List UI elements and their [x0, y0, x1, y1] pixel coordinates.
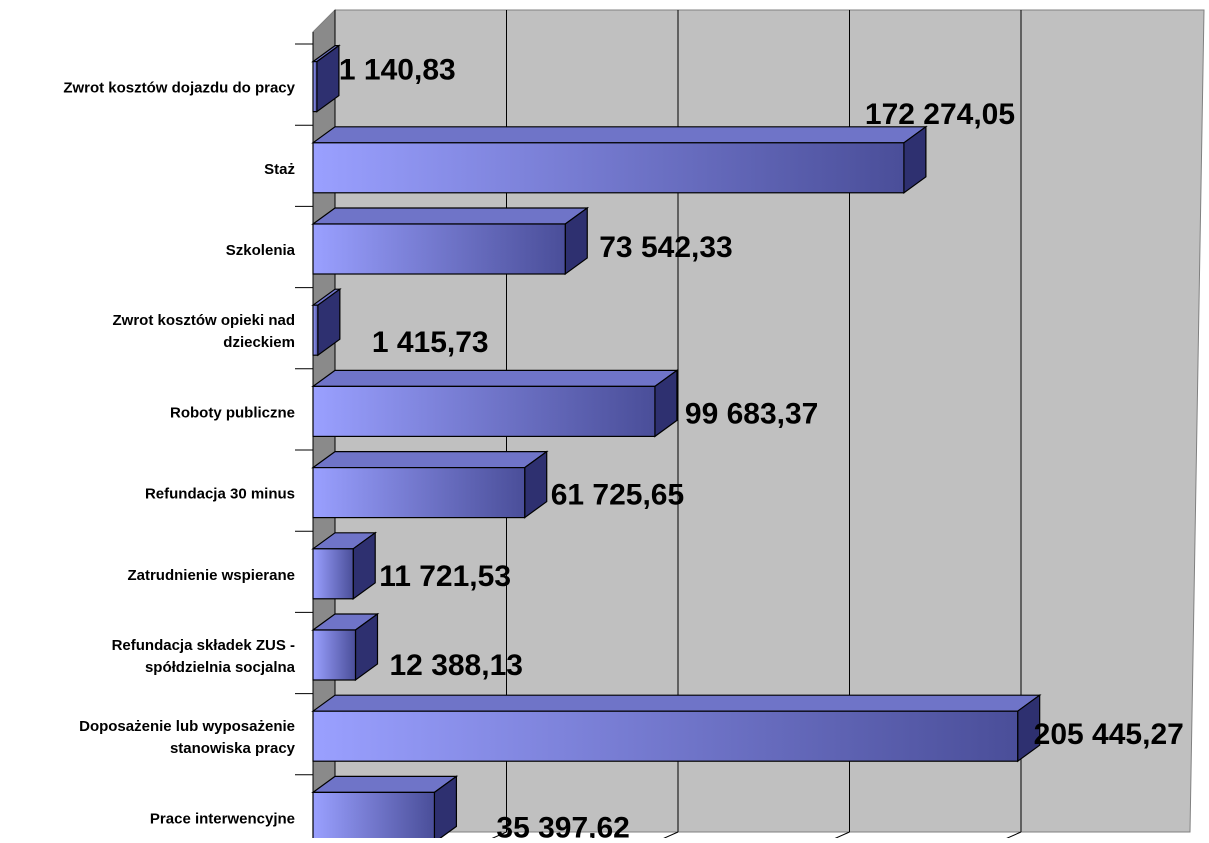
category-label-line: spółdzielnia socjalna [145, 659, 296, 676]
bar [311, 775, 459, 843]
bar-front-face [312, 223, 566, 275]
bar-value-label: 1 415,73 [372, 326, 489, 359]
bars [311, 44, 1042, 843]
bar [311, 531, 378, 600]
bar [311, 694, 1042, 763]
category-label: Zwrot kosztów opieki nad dzieckiem [112, 312, 295, 351]
bar-top-face [311, 775, 459, 794]
bar-front-face [312, 548, 354, 600]
gridline-depth [659, 831, 679, 841]
bar-value-label: 12 388,13 [389, 649, 522, 682]
bar-top-face [311, 126, 928, 144]
bar-value-label: 35 397,62 [496, 811, 629, 838]
category-label-line: Refundacja składek ZUS - [112, 637, 295, 654]
category-label: Szkolenia [226, 242, 296, 259]
bar-top-face [311, 451, 549, 469]
category-label: Roboty publiczne [170, 404, 295, 421]
bar-top-face [311, 694, 1042, 712]
bar-value-label: 11 721,53 [379, 560, 511, 593]
category-label-line: Staż [264, 161, 295, 178]
bar-top-face [311, 207, 590, 225]
category-label-line: Doposażenie lub wyposażenie [79, 718, 295, 735]
gridline-depth [831, 831, 850, 841]
category-axis [295, 32, 314, 838]
bar [311, 206, 590, 276]
category-label: Zwrot kosztów dojazdu do pracy [63, 80, 295, 97]
category-label: Refundacja 30 minus [145, 486, 295, 503]
category-label-line: Prace interwencyjne [150, 810, 295, 827]
bar-front-face [312, 304, 319, 356]
bar-front-face [312, 791, 436, 843]
bar [311, 125, 928, 194]
bar-value-label: 61 725,65 [551, 479, 684, 512]
category-label: Doposażenie lub wyposażenie stanowiska pr… [79, 718, 296, 757]
bar-value-label: 73 542,33 [599, 231, 732, 264]
bar-value-label: 205 445,27 [1034, 718, 1184, 751]
category-label-line: Roboty publiczne [170, 404, 295, 421]
gridline-depth [1002, 831, 1022, 841]
category-label: Staż [264, 161, 295, 178]
bar [311, 288, 342, 357]
category-label-line: Szkolenia [226, 242, 296, 259]
category-label: Prace interwencyjne [150, 810, 295, 827]
bar [311, 369, 679, 438]
bar-value-label: 172 274,05 [865, 98, 1015, 131]
category-label-line: dzieckiem [223, 334, 295, 351]
category-label-line: Zwrot kosztów opieki nad [112, 312, 295, 329]
bar-front-face [312, 467, 526, 519]
category-label-line: Zatrudnienie wspierane [127, 567, 295, 584]
bar-front-face [312, 710, 1019, 762]
category-label-line: Zwrot kosztów dojazdu do pracy [63, 80, 295, 97]
bar [311, 450, 549, 519]
category-label-line: Refundacja 30 minus [145, 486, 295, 503]
bar-front-face [312, 142, 905, 194]
bar-top-face [311, 369, 679, 387]
category-label-line: stanowiska pracy [170, 740, 296, 757]
bar-value-label: 99 683,37 [685, 397, 818, 430]
bar-value-label: 1 140,83 [339, 54, 456, 87]
labels: 1 140,83 Zwrot kosztów dojazdu do pracy 17… [63, 54, 1184, 843]
bar [311, 44, 341, 113]
bar-front-face [312, 385, 656, 437]
bar [311, 612, 380, 682]
category-label: Zatrudnienie wspierane [127, 567, 295, 584]
category-label: Refundacja składek ZUS - spółdzielnia soc… [112, 637, 296, 676]
bar-front-face [312, 60, 318, 113]
bar-front-face [312, 629, 357, 681]
